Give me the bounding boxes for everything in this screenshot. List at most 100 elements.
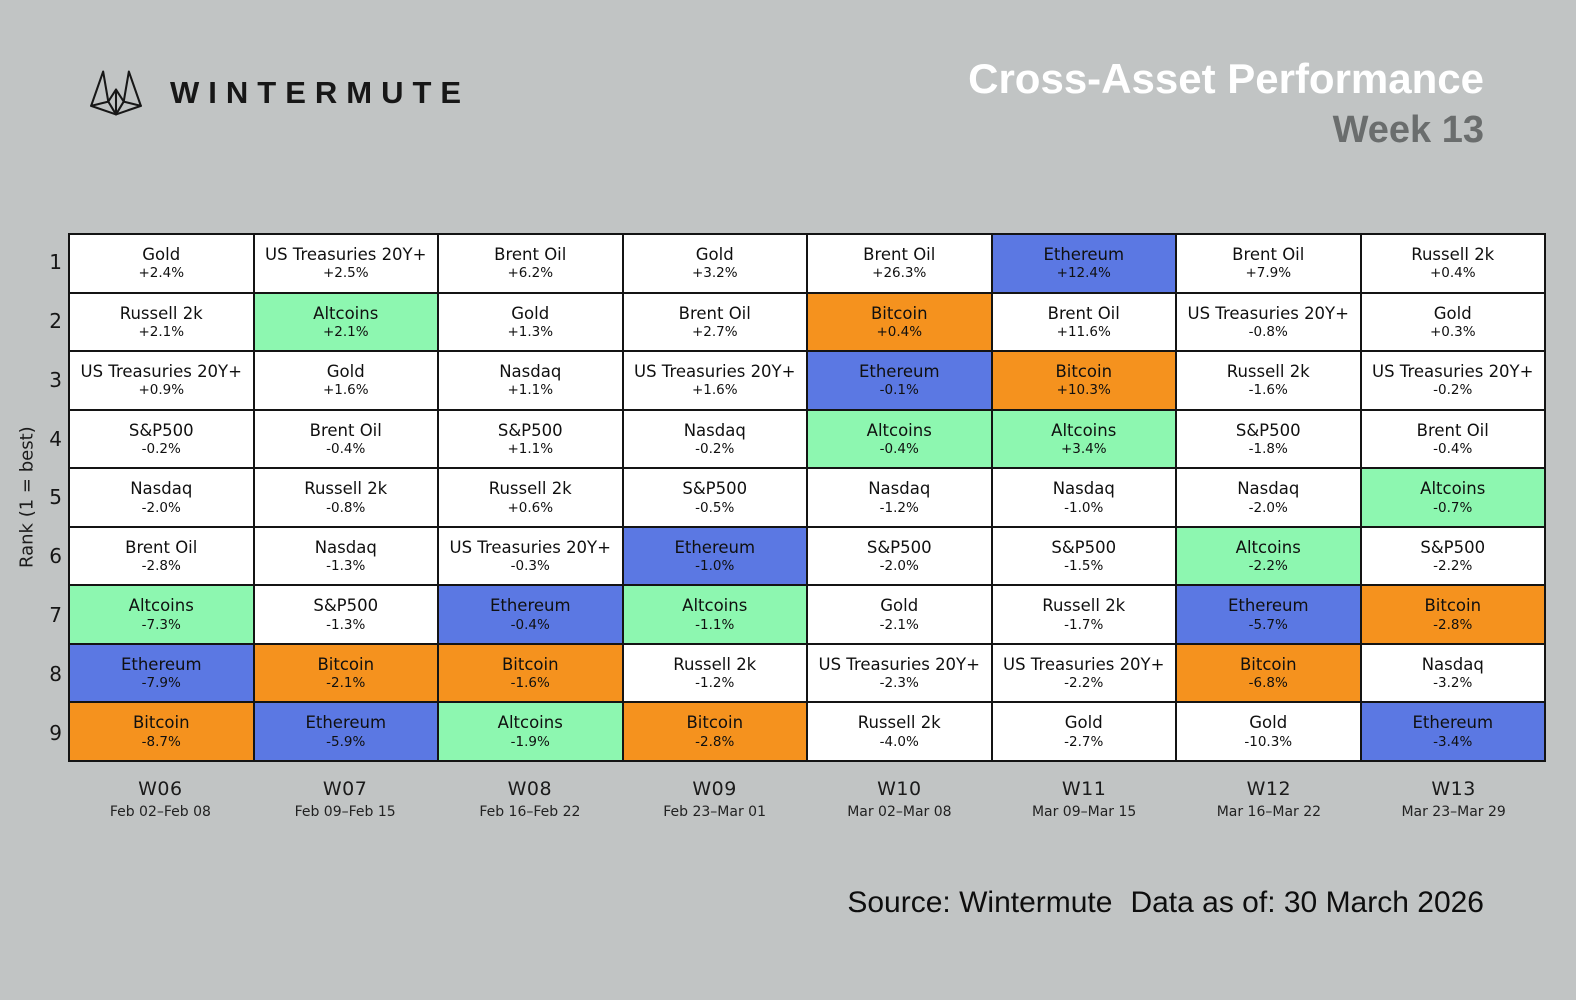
week-label: W08 Feb 16–Feb 22 [438,778,623,820]
week-date-range: Mar 23–Mar 29 [1401,804,1506,820]
asset-return: -1.7% [1064,616,1104,633]
asset-return: -2.2% [1064,675,1104,692]
asset-cell: Bitcoin -2.8% [1361,586,1544,643]
asset-return: -2.0% [141,499,181,516]
asset-return: -5.9% [326,733,366,750]
asset-name: Brent Oil [678,303,751,323]
asset-name: Brent Oil [309,420,382,440]
week-number: W13 [1431,778,1476,800]
asset-return: -2.8% [695,733,735,750]
asset-return: -0.7% [1433,499,1473,516]
asset-cell: US Treasuries 20Y+ -2.3% [808,644,991,702]
asset-name: Altcoins [313,303,379,323]
asset-name: Bitcoin [686,713,744,733]
week-number: W11 [1061,778,1107,800]
brand-lockup: WINTERMUTE [86,66,470,120]
asset-name: Ethereum [489,596,571,616]
asset-cell: Gold +3.2% [623,235,806,292]
asset-return: -0.4% [1433,441,1473,457]
asset-return: +0.9% [138,382,185,399]
asset-return: -1.3% [326,558,366,575]
asset-name: US Treasuries 20Y+ [449,537,611,557]
rank-tick: 3 [49,367,62,392]
asset-cell: Russell 2k +0.4% [1361,235,1544,292]
asset-cell: Russell 2k +2.1% [70,293,253,351]
asset-name: US Treasuries 20Y+ [80,362,242,382]
asset-return: +2.4% [138,265,185,282]
asset-return: -1.2% [695,675,735,692]
asset-name: Bitcoin [1424,596,1482,616]
asset-name: Nasdaq [868,479,931,499]
asset-return: +0.4% [1429,265,1476,282]
asset-cell: S&P500 -1.8% [1177,410,1360,468]
asset-return: -3.2% [1433,675,1473,692]
asset-return: -1.1% [695,616,735,633]
week-number: W08 [507,778,553,800]
asset-return: -0.4% [326,441,366,457]
asset-cell: Gold +1.6% [254,352,437,409]
header-titles: Cross-Asset Performance Week 13 [968,55,1484,153]
asset-return: +11.6% [1056,323,1111,340]
week-label: W06 Feb 02–Feb 08 [68,778,253,820]
week-date-range: Mar 02–Mar 08 [847,804,952,820]
asset-return: -7.3% [141,616,181,633]
asset-cell: US Treasuries 20Y+ -0.3% [439,527,622,585]
asset-cell: US Treasuries 20Y+ +1.6% [623,352,806,409]
asset-cell: US Treasuries 20Y+ -2.2% [992,644,1175,702]
asset-cell: Bitcoin -2.8% [623,703,806,760]
asset-cell: Brent Oil -0.4% [254,410,437,468]
week-date-range: Feb 23–Mar 01 [663,804,766,820]
asset-name: US Treasuries 20Y+ [1372,362,1534,382]
asset-name: Altcoins [682,596,748,616]
asset-cell: Ethereum -5.7% [1177,586,1360,643]
asset-return: +3.4% [1060,441,1107,457]
asset-cell: Russell 2k -1.7% [992,586,1175,643]
asset-name: Nasdaq [130,479,193,499]
asset-name: Ethereum [858,362,940,382]
asset-cell: Altcoins -0.7% [1361,469,1544,526]
asset-name: Ethereum [120,654,202,674]
asset-return: -8.7% [141,733,181,750]
asset-cell: US Treasuries 20Y+ +2.5% [254,235,437,292]
asset-return: -1.6% [510,675,550,692]
asset-name: Ethereum [305,713,387,733]
asset-name: S&P500 [1235,420,1301,440]
week-number: W10 [877,778,922,800]
asset-return: -2.2% [1248,558,1288,575]
asset-return: -1.3% [326,616,366,633]
asset-return: +7.9% [1245,265,1292,282]
asset-return: -2.8% [1433,616,1473,633]
asset-return: -2.0% [1248,499,1288,516]
asset-cell: Russell 2k -1.2% [623,644,806,702]
week-number: W09 [692,778,737,800]
asset-cell: S&P500 -2.0% [808,527,991,585]
asset-cell: Bitcoin +10.3% [992,352,1175,409]
asset-cell: Nasdaq -3.2% [1361,644,1544,702]
asset-cell: Nasdaq -1.3% [254,527,437,585]
asset-cell: Brent Oil +7.9% [1177,235,1360,292]
week-label: W13 Mar 23–Mar 29 [1361,778,1546,820]
source-text: Source: Wintermute [847,886,1113,919]
asset-return: -0.2% [695,441,735,457]
asset-cell: Ethereum -3.4% [1361,703,1544,760]
asset-cell: S&P500 -1.5% [992,527,1175,585]
asset-cell: Altcoins -2.2% [1177,527,1360,585]
asset-cell: Nasdaq -2.0% [70,469,253,526]
asset-cell: Ethereum -1.0% [623,527,806,585]
asset-name: Altcoins [866,420,932,440]
asset-return: +2.5% [322,265,369,282]
asset-cell: Brent Oil +2.7% [623,293,806,351]
asset-return: -1.5% [1064,558,1104,575]
asset-cell: Bitcoin -6.8% [1177,644,1360,702]
asset-cell: Gold -2.7% [992,703,1175,760]
asset-name: S&P500 [313,596,379,616]
asset-name: Altcoins [497,713,563,733]
asset-cell: Altcoins -1.1% [623,586,806,643]
page-subtitle: Week 13 [1332,109,1484,152]
asset-return: +1.1% [507,441,554,457]
asset-return: -0.3% [510,558,550,575]
asset-name: Gold [142,245,181,265]
asset-name: Russell 2k [1042,596,1126,616]
rank-tick: 6 [49,544,62,569]
asset-name: Bitcoin [501,654,559,674]
